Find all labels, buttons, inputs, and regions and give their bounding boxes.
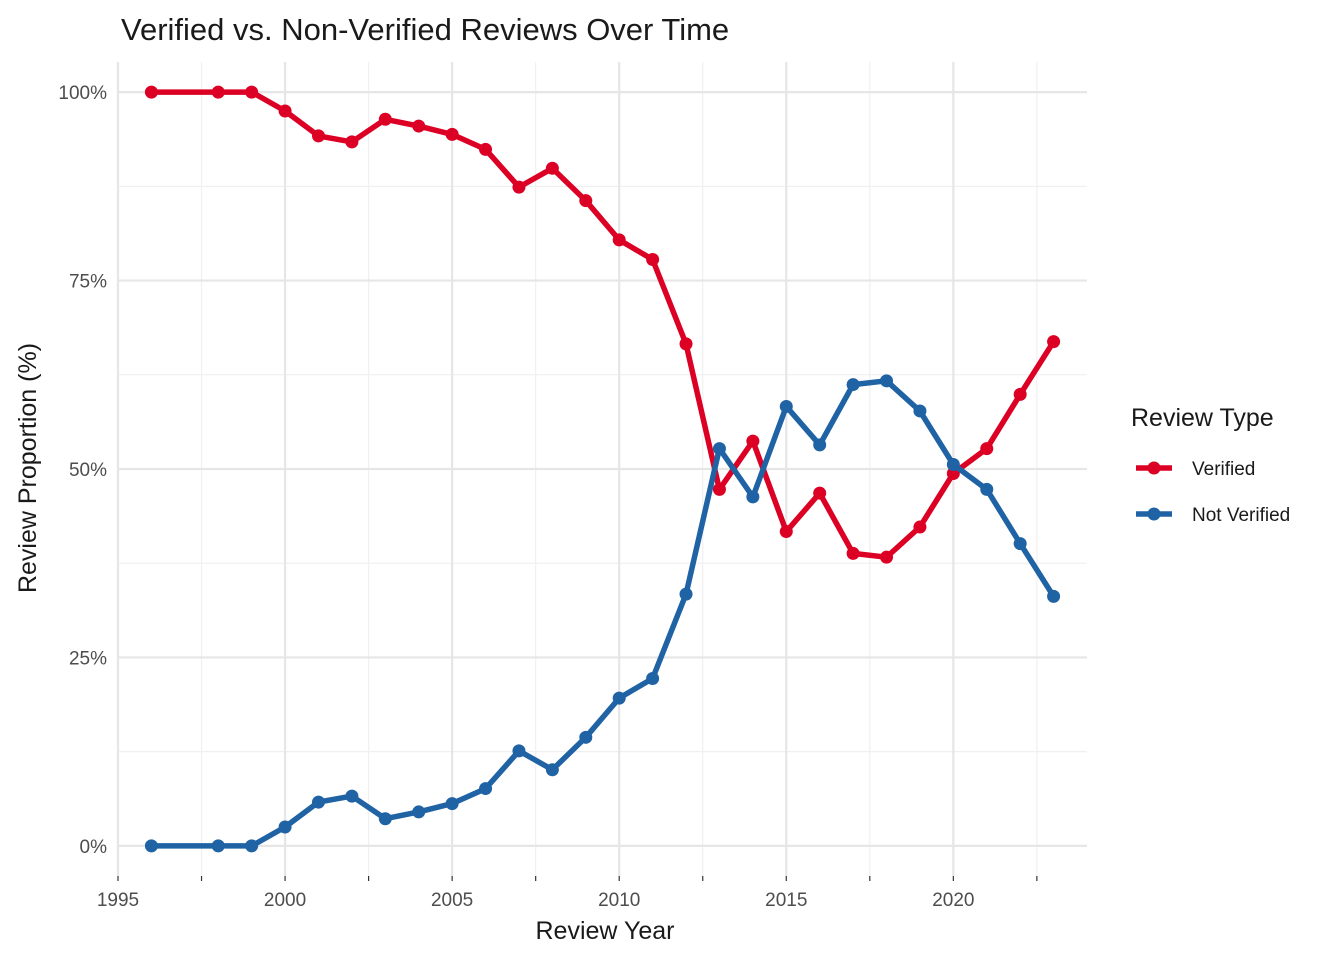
- y-tick-label: 75%: [69, 272, 107, 293]
- data-point-verified: [479, 142, 493, 156]
- data-point-not-verified: [479, 782, 493, 796]
- legend-items: Verified Not Verified: [1136, 459, 1290, 526]
- data-point-verified: [746, 434, 760, 448]
- data-point-verified: [378, 112, 392, 126]
- y-axis-title: Review Proportion (%): [14, 343, 42, 593]
- y-tick-label: 100%: [58, 83, 107, 104]
- data-point-not-verified: [378, 812, 392, 826]
- x-tick-label: 2000: [264, 890, 306, 911]
- series-line-verified: [148, 89, 1057, 560]
- data-point-not-verified: [144, 839, 158, 853]
- series-line-not-verified: [148, 378, 1057, 849]
- data-point-not-verified: [245, 839, 259, 853]
- data-point-not-verified: [512, 744, 526, 758]
- data-point-verified: [144, 85, 158, 99]
- data-point-not-verified: [345, 789, 359, 803]
- data-point-verified: [846, 546, 860, 560]
- x-tick-label: 2010: [598, 890, 640, 911]
- data-point-not-verified: [579, 730, 593, 744]
- data-point-not-verified: [278, 820, 292, 834]
- grid: [116, 62, 1087, 876]
- data-point-verified: [980, 442, 994, 456]
- data-point-verified: [445, 127, 459, 141]
- x-axis: 1995 2000 2005 2010 2015 2020: [97, 876, 1038, 911]
- data-point-verified: [712, 482, 726, 496]
- data-point-not-verified: [646, 672, 660, 686]
- legend-item-verified: Verified: [1136, 459, 1255, 480]
- data-point-not-verified: [746, 490, 760, 504]
- data-point-verified: [278, 104, 292, 118]
- legend-item-not-verified: Not Verified: [1136, 505, 1290, 526]
- data-point-not-verified: [311, 795, 325, 809]
- data-point-not-verified: [712, 442, 726, 456]
- data-point-verified: [311, 129, 325, 143]
- legend-label: Not Verified: [1192, 505, 1290, 526]
- data-point-verified: [813, 486, 827, 500]
- x-tick-label: 2015: [765, 890, 807, 911]
- data-point-verified: [245, 85, 259, 99]
- x-axis-title: Review Year: [536, 917, 675, 945]
- data-point-verified: [545, 161, 559, 175]
- data-point-verified: [579, 194, 593, 208]
- data-point-not-verified: [913, 404, 927, 418]
- data-point-verified: [412, 119, 426, 133]
- data-point-verified: [512, 180, 526, 194]
- legend-point-swatch: [1147, 461, 1161, 475]
- legend-label: Verified: [1192, 459, 1255, 480]
- data-point-not-verified: [445, 797, 459, 811]
- y-tick-label: 25%: [69, 648, 107, 669]
- legend: Review Type Verified Not Verified: [1131, 404, 1290, 526]
- y-axis: 0% 25% 50% 75% 100%: [58, 83, 107, 858]
- data-point-not-verified: [980, 482, 994, 496]
- data-point-not-verified: [880, 374, 894, 388]
- data-point-not-verified: [412, 805, 426, 819]
- x-tick-label: 1995: [97, 890, 139, 911]
- data-point-not-verified: [1047, 589, 1061, 603]
- series-layer: [144, 85, 1061, 853]
- data-point-verified: [880, 550, 894, 564]
- data-point-verified: [646, 252, 660, 266]
- chart-title: Verified vs. Non-Verified Reviews Over T…: [121, 12, 729, 47]
- data-point-verified: [211, 85, 225, 99]
- data-point-verified: [1047, 335, 1061, 349]
- data-point-not-verified: [545, 763, 559, 777]
- y-tick-label: 50%: [69, 460, 107, 481]
- data-point-verified: [1013, 387, 1027, 401]
- legend-point-swatch: [1147, 507, 1161, 521]
- data-point-not-verified: [846, 378, 860, 392]
- legend-title: Review Type: [1131, 404, 1274, 432]
- x-tick-label: 2020: [932, 890, 974, 911]
- data-point-verified: [679, 337, 693, 351]
- x-tick-label: 2005: [431, 890, 473, 911]
- y-tick-label: 0%: [80, 837, 108, 858]
- data-point-not-verified: [211, 839, 225, 853]
- series-verified: [144, 85, 1061, 564]
- data-point-not-verified: [1013, 537, 1027, 551]
- data-point-verified: [345, 135, 359, 149]
- data-point-verified: [779, 525, 793, 539]
- data-point-verified: [913, 520, 927, 534]
- data-point-not-verified: [679, 587, 693, 601]
- series-not-verified: [144, 374, 1061, 853]
- data-point-not-verified: [612, 691, 626, 705]
- data-point-verified: [612, 233, 626, 247]
- data-point-not-verified: [946, 457, 960, 471]
- data-point-not-verified: [779, 399, 793, 413]
- data-point-not-verified: [813, 438, 827, 452]
